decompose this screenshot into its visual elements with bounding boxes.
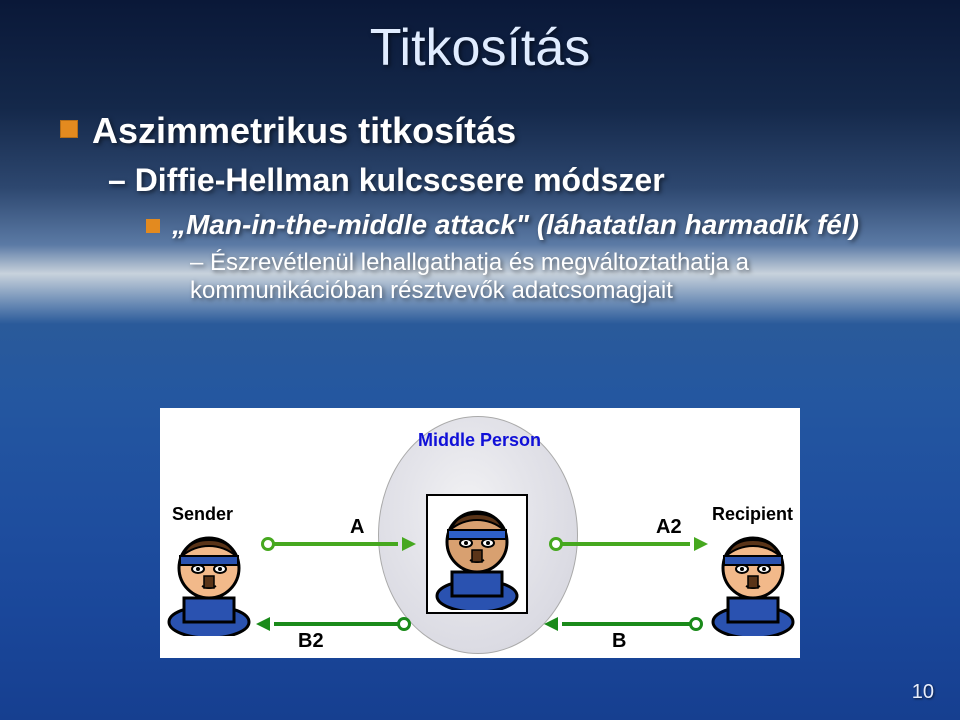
recipient-person-icon [708, 526, 798, 636]
key-arrowhead-icon [694, 537, 708, 551]
content: Aszimmetrikus titkosítás Diffie-Hellman … [60, 110, 900, 305]
bullet1-text: Aszimmetrikus titkosítás [92, 110, 516, 152]
slide: Titkosítás Aszimmetrikus titkosítás Diff… [0, 0, 960, 720]
middle-person-icon [432, 500, 522, 610]
key-label-B2: B2 [298, 630, 324, 653]
key-label-A2: A2 [656, 516, 682, 539]
key-arrow-A2 [562, 542, 690, 546]
bullet-level1: Aszimmetrikus titkosítás [60, 110, 900, 152]
key-arrowhead-icon [544, 617, 558, 631]
sender-label: Sender [172, 504, 233, 525]
key-arrowhead-icon [402, 537, 416, 551]
recipient-label: Recipient [712, 504, 793, 525]
slide-title: Titkosítás [0, 18, 960, 78]
sender-person-icon [164, 526, 254, 636]
page-number: 10 [912, 681, 934, 704]
bullet3-text: „Man-in-the-middle attack" (láhatatlan h… [172, 209, 859, 241]
key-origin-dot [261, 537, 275, 551]
bullet-level2: Diffie-Hellman kulcscsere módszer [108, 162, 900, 199]
key-origin-dot [549, 537, 563, 551]
bullet-marker-icon [146, 219, 160, 233]
key-arrow-B2 [274, 622, 398, 626]
bullet-marker-icon [60, 120, 78, 138]
key-label-A: A [350, 516, 364, 539]
key-arrowhead-icon [256, 617, 270, 631]
key-arrow-B [562, 622, 690, 626]
mitm-diagram: Sender Middle Person Recipient A A2 B2 B [160, 408, 800, 658]
key-label-B: B [612, 630, 626, 653]
key-arrow-A [274, 542, 398, 546]
middle-label: Middle Person [418, 430, 541, 451]
bullet-level4: Észrevétlenül lehallgathatja és megválto… [190, 249, 900, 305]
bullet-level3: „Man-in-the-middle attack" (láhatatlan h… [146, 209, 900, 241]
key-origin-dot [397, 617, 411, 631]
key-origin-dot [689, 617, 703, 631]
